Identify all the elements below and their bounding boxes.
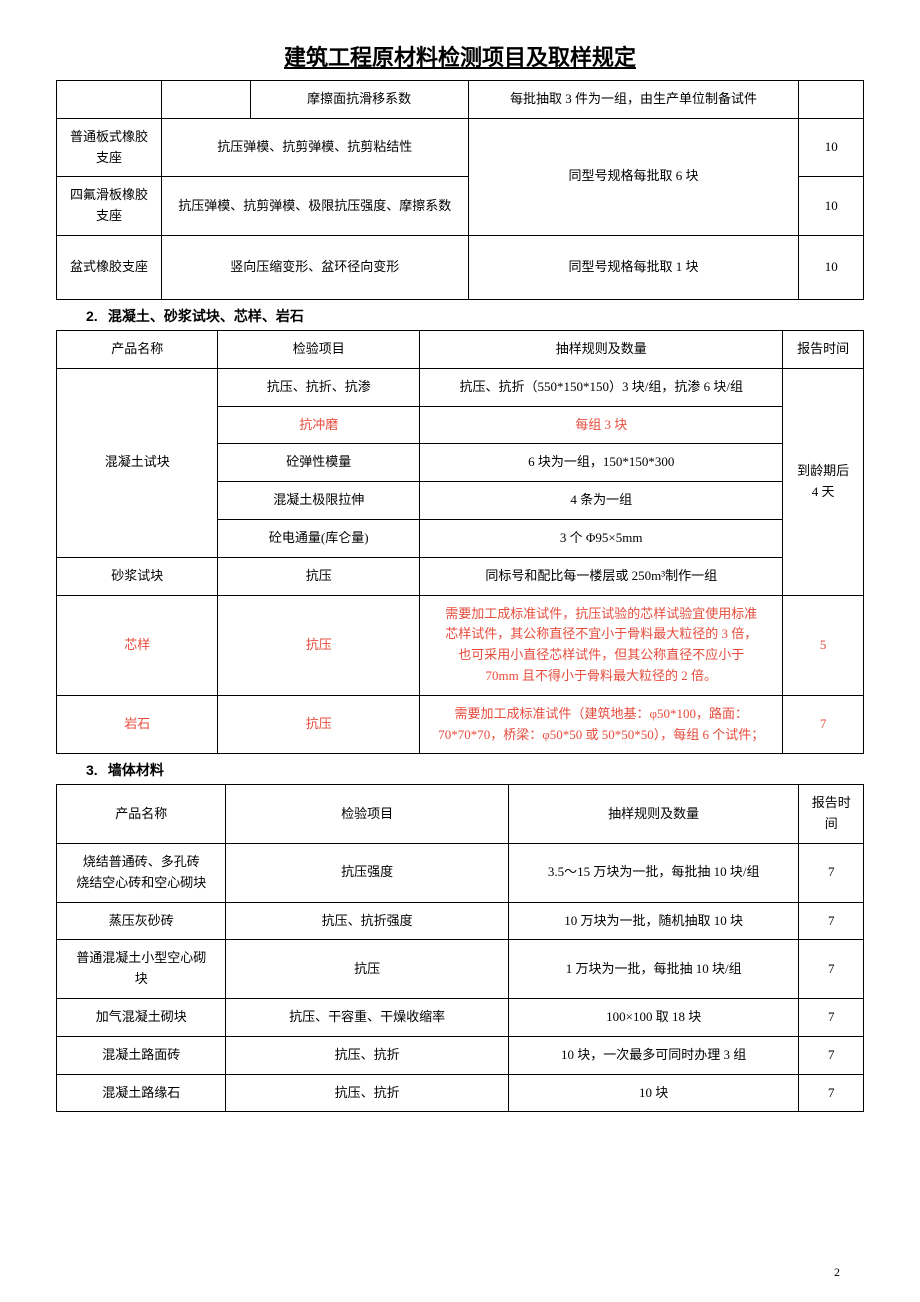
cell-report: 到龄期后 4 天: [783, 368, 864, 595]
cell-rule: 10 块，一次最多可同时办理 3 组: [508, 1036, 799, 1074]
cell-test: 抗压: [226, 940, 508, 999]
cell-rule: 10 万块为一批，随机抽取 10 块: [508, 902, 799, 940]
th-report: 报告时间: [783, 330, 864, 368]
cell-product: 烧结普通砖、多孔砖 烧结空心砖和空心砌块: [57, 843, 226, 902]
table-row: 普通混凝土小型空心砌 块 抗压 1 万块为一批，每批抽 10 块/组 7: [57, 940, 864, 999]
cell-rule: 每批抽取 3 件为一组，由生产单位制备试件: [468, 81, 799, 119]
cell-product: 普通板式橡胶 支座: [57, 118, 162, 177]
cell-test: 抗冲磨: [218, 406, 420, 444]
th-rule: 抽样规则及数量: [420, 330, 783, 368]
cell-rule: 每组 3 块: [420, 406, 783, 444]
table-row: 烧结普通砖、多孔砖 烧结空心砖和空心砌块 抗压强度 3.5～15 万块为一批，每…: [57, 843, 864, 902]
cell-test: 抗压: [218, 695, 420, 754]
cell-blank: [799, 81, 864, 119]
table-row: 加气混凝土砌块 抗压、干容重、干燥收缩率 100×100 取 18 块 7: [57, 998, 864, 1036]
cell-report: 10: [799, 177, 864, 236]
cell-rule: 10 块: [508, 1074, 799, 1112]
cell-rule: 6 块为一组，150*150*300: [420, 444, 783, 482]
cell-rule: 需要加工成标准试件（建筑地基：φ50*100，路面： 70*70*70，桥梁：φ…: [420, 695, 783, 754]
cell-report: 10: [799, 235, 864, 299]
table-row: 普通板式橡胶 支座 抗压弹模、抗剪弹模、抗剪粘结性 同型号规格每批取 6 块 1…: [57, 118, 864, 177]
table-row: 芯样 抗压 需要加工成标准试件，抗压试验的芯样试验宜使用标准 芯样试件，其公称直…: [57, 595, 864, 695]
table-row: 混凝土路面砖 抗压、抗折 10 块，一次最多可同时办理 3 组 7: [57, 1036, 864, 1074]
cell-product: 混凝土试块: [57, 368, 218, 557]
cell-rule: 1 万块为一批，每批抽 10 块/组: [508, 940, 799, 999]
page-number: 2: [834, 1265, 840, 1280]
cell-product: 混凝土路缘石: [57, 1074, 226, 1112]
cell-product: 蒸压灰砂砖: [57, 902, 226, 940]
cell-test: 抗压弹模、抗剪弹模、极限抗压强度、摩擦系数: [161, 177, 468, 236]
th-test: 检验项目: [218, 330, 420, 368]
cell-test: 砼弹性模量: [218, 444, 420, 482]
cell-test: 抗压: [218, 557, 420, 595]
cell-test: 抗压、抗折: [226, 1074, 508, 1112]
cell-rule: 100×100 取 18 块: [508, 998, 799, 1036]
cell-rule: 同标号和配比每一楼层或 250m³制作一组: [420, 557, 783, 595]
cell-rule: 同型号规格每批取 6 块: [468, 118, 799, 235]
cell-rule: 4 条为一组: [420, 482, 783, 520]
cell-test: 抗压弹模、抗剪弹模、抗剪粘结性: [161, 118, 468, 177]
table-row: 混凝土试块 抗压、抗折、抗渗 抗压、抗折（550*150*150）3 块/组，抗…: [57, 368, 864, 406]
section-label: 混凝土、砂浆试块、芯样、岩石: [108, 308, 304, 324]
cell-report: 7: [799, 843, 864, 902]
cell-report: 7: [783, 695, 864, 754]
cell-rule: 3 个 Φ95×5mm: [420, 519, 783, 557]
section-label: 墙体材料: [108, 762, 164, 778]
cell-product: 加气混凝土砌块: [57, 998, 226, 1036]
th-report: 报告时 间: [799, 785, 864, 844]
table-header-row: 产品名称 检验项目 抽样规则及数量 报告时间: [57, 330, 864, 368]
cell-test: 抗压强度: [226, 843, 508, 902]
cell-report: 10: [799, 118, 864, 177]
cell-blank: [57, 81, 162, 119]
cell-product: 盆式橡胶支座: [57, 235, 162, 299]
cell-report: 7: [799, 940, 864, 999]
cell-product: 芯样: [57, 595, 218, 695]
cell-report: 7: [799, 998, 864, 1036]
th-test: 检验项目: [226, 785, 508, 844]
cell-test: 混凝土极限拉伸: [218, 482, 420, 520]
table-header-row: 产品名称 检验项目 抽样规则及数量 报告时 间: [57, 785, 864, 844]
cell-test: 砼电通量(库仑量): [218, 519, 420, 557]
cell-rule: 3.5～15 万块为一批，每批抽 10 块/组: [508, 843, 799, 902]
table-3: 产品名称 检验项目 抽样规则及数量 报告时 间 烧结普通砖、多孔砖 烧结空心砖和…: [56, 784, 864, 1112]
cell-product: 岩石: [57, 695, 218, 754]
th-product: 产品名称: [57, 785, 226, 844]
cell-product: 砂浆试块: [57, 557, 218, 595]
cell-test: 抗压、抗折、抗渗: [218, 368, 420, 406]
table-row: 混凝土路缘石 抗压、抗折 10 块 7: [57, 1074, 864, 1112]
cell-product: 普通混凝土小型空心砌 块: [57, 940, 226, 999]
cell-rule: 抗压、抗折（550*150*150）3 块/组，抗渗 6 块/组: [420, 368, 783, 406]
table-2: 产品名称 检验项目 抽样规则及数量 报告时间 混凝土试块 抗压、抗折、抗渗 抗压…: [56, 330, 864, 754]
table-row: 砂浆试块 抗压 同标号和配比每一楼层或 250m³制作一组: [57, 557, 864, 595]
cell-rule: 需要加工成标准试件，抗压试验的芯样试验宜使用标准 芯样试件，其公称直径不宜小于骨…: [420, 595, 783, 695]
cell-test: 摩擦面抗滑移系数: [250, 81, 468, 119]
cell-report: 7: [799, 1036, 864, 1074]
section-2-title: 2. 混凝土、砂浆试块、芯样、岩石: [86, 306, 864, 326]
table-row: 岩石 抗压 需要加工成标准试件（建筑地基：φ50*100，路面： 70*70*7…: [57, 695, 864, 754]
cell-product: 四氟滑板橡胶 支座: [57, 177, 162, 236]
section-num: 3.: [86, 762, 104, 778]
page-title: 建筑工程原材料检测项目及取样规定: [56, 40, 864, 72]
cell-product: 混凝土路面砖: [57, 1036, 226, 1074]
cell-report: 7: [799, 1074, 864, 1112]
section-3-title: 3. 墙体材料: [86, 760, 864, 780]
table-row: 摩擦面抗滑移系数 每批抽取 3 件为一组，由生产单位制备试件: [57, 81, 864, 119]
table-row: 盆式橡胶支座 竖向压缩变形、盆环径向变形 同型号规格每批取 1 块 10: [57, 235, 864, 299]
table-row: 蒸压灰砂砖 抗压、抗折强度 10 万块为一批，随机抽取 10 块 7: [57, 902, 864, 940]
section-num: 2.: [86, 308, 104, 324]
cell-test: 抗压、抗折: [226, 1036, 508, 1074]
th-rule: 抽样规则及数量: [508, 785, 799, 844]
cell-test: 竖向压缩变形、盆环径向变形: [161, 235, 468, 299]
cell-test: 抗压、抗折强度: [226, 902, 508, 940]
table-a: 摩擦面抗滑移系数 每批抽取 3 件为一组，由生产单位制备试件 普通板式橡胶 支座…: [56, 80, 864, 300]
cell-report: 7: [799, 902, 864, 940]
cell-rule: 同型号规格每批取 1 块: [468, 235, 799, 299]
cell-test: 抗压、干容重、干燥收缩率: [226, 998, 508, 1036]
cell-blank: [161, 81, 250, 119]
th-product: 产品名称: [57, 330, 218, 368]
cell-test: 抗压: [218, 595, 420, 695]
cell-report: 5: [783, 595, 864, 695]
